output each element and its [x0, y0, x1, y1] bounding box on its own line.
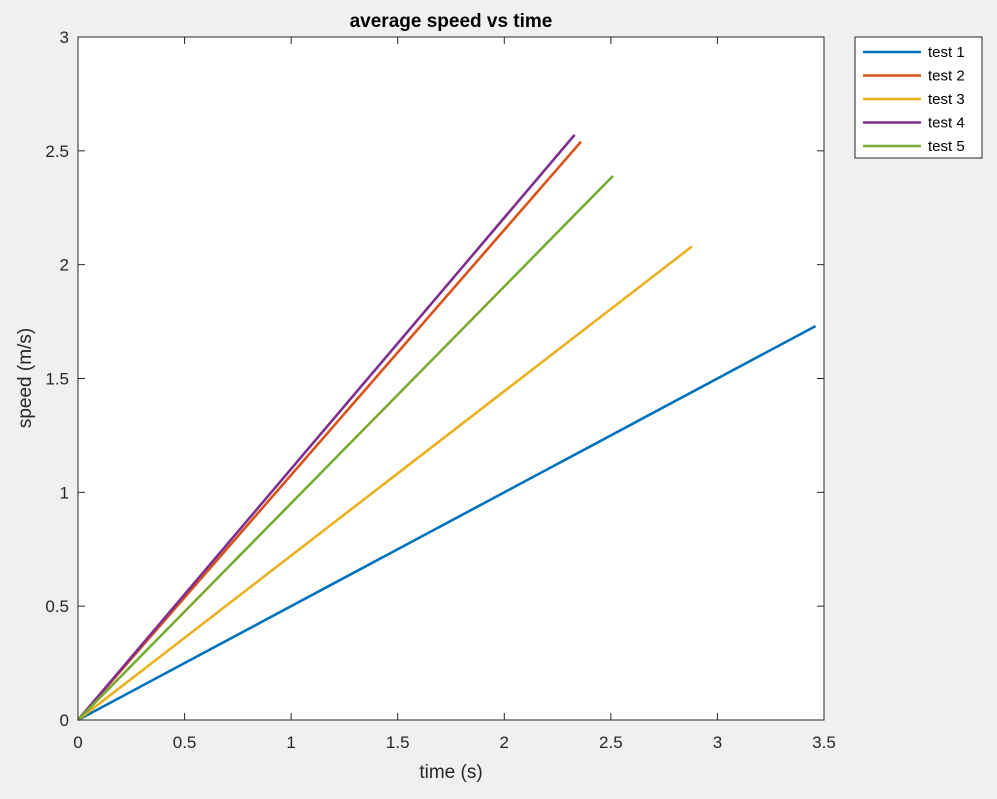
y-axis-label: speed (m/s) [15, 328, 36, 428]
y-tick-label: 1.5 [45, 370, 69, 389]
y-tick-label: 2 [60, 256, 69, 275]
x-tick-label: 3 [713, 733, 722, 752]
x-tick-label: 3.5 [812, 733, 836, 752]
y-tick-label: 3 [60, 28, 69, 47]
x-tick-label: 1.5 [386, 733, 410, 752]
x-tick-label: 0.5 [173, 733, 197, 752]
legend-box [854, 36, 983, 159]
legend-label: test 1 [928, 44, 965, 61]
x-tick-label: 0 [73, 733, 82, 752]
series-line-test-1 [77, 324, 817, 722]
chart-title: average speed vs time [350, 11, 553, 32]
y-tick-label: 2.5 [45, 142, 69, 161]
legend-label: test 3 [928, 91, 965, 108]
x-tick-label: 1 [286, 733, 295, 752]
series-line-test-4 [77, 134, 576, 721]
legend-label: test 2 [928, 68, 965, 85]
series-layer [77, 134, 817, 722]
legend-label: test 4 [928, 115, 965, 132]
legend: test 1 test 2 test 3 test 4 test 5 [854, 36, 983, 159]
y-tick-label: 0.5 [45, 597, 69, 616]
y-tick-label: 0 [60, 711, 69, 730]
legend-label: test 5 [928, 138, 965, 155]
x-tick-label: 2 [500, 733, 509, 752]
series-line-test-2 [77, 140, 582, 721]
axes-background [78, 37, 824, 720]
y-tick-label: 1 [60, 483, 69, 502]
series-line-test-3 [77, 245, 693, 722]
tick-layer: 0 0.5 1 1.5 2 2.5 3 3.5 0 0.5 1 1.5 2 2.5 3 [45, 28, 835, 752]
x-tick-label: 2.5 [599, 733, 623, 752]
x-axis-label: time (s) [419, 762, 482, 783]
series-line-test-5 [77, 174, 614, 721]
